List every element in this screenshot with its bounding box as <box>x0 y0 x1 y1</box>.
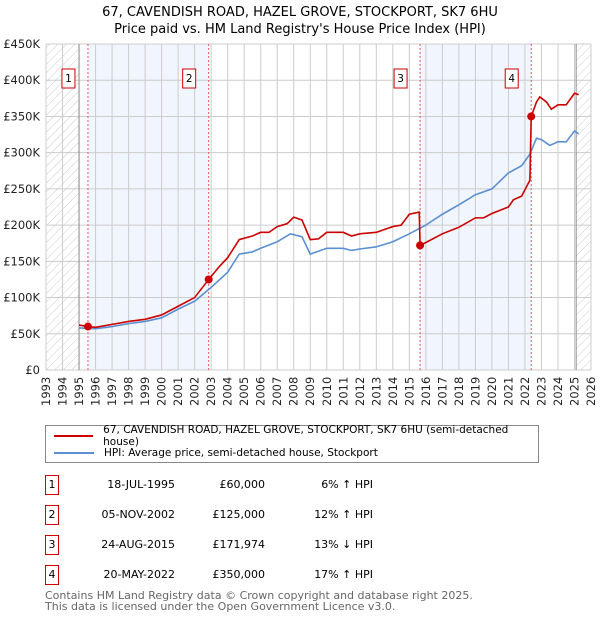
sale-label-box <box>182 68 197 89</box>
x-tick-label: 2022 <box>518 377 532 406</box>
sale-price: £171,974 <box>212 538 266 551</box>
y-tick-label: £250K <box>3 182 40 196</box>
sale-date: 18-JUL-1995 <box>107 478 175 491</box>
x-tick-label: 2014 <box>386 377 400 406</box>
sale-row: 4 20-MAY-2022 £350,000 17% ↑ HPI <box>45 565 445 585</box>
sale-number: 3 <box>45 535 59 555</box>
hpi-line <box>78 129 580 330</box>
y-tick-label: £450K <box>3 37 40 51</box>
y-tick-label: £150K <box>3 254 40 268</box>
x-tick-label: 2024 <box>551 377 565 406</box>
legend-item-property: 67, CAVENDISH ROAD, HAZEL GROVE, STOCKPO… <box>54 424 538 448</box>
x-tick-label: 2010 <box>320 377 334 406</box>
y-tick-label: £200K <box>3 218 40 232</box>
sale-price: £60,000 <box>219 478 266 491</box>
x-tick-label: 2026 <box>584 377 598 406</box>
x-tick-label: 2005 <box>237 377 251 406</box>
x-tick-label: 2012 <box>353 377 367 406</box>
sale-number: 4 <box>45 565 59 585</box>
sale-label-box <box>504 68 519 89</box>
x-tick-label: 2021 <box>501 377 515 406</box>
x-tick-label: 1994 <box>56 377 70 406</box>
sale-date: 24-AUG-2015 <box>101 538 175 551</box>
sale-price: £125,000 <box>212 508 266 521</box>
sale-row: 3 24-AUG-2015 £171,974 13% ↓ HPI <box>45 535 445 555</box>
sale-hpi: 17% ↑ HPI <box>314 568 373 581</box>
sale-number: 2 <box>45 505 59 525</box>
sale-price: £350,000 <box>212 568 266 581</box>
x-tick-label: 2002 <box>188 377 202 406</box>
x-tick-label: 2007 <box>270 377 284 406</box>
x-tick-label: 2013 <box>369 377 383 406</box>
x-tick-label: 1997 <box>105 377 119 406</box>
sale-label-box <box>393 68 408 89</box>
x-tick-label: 2023 <box>534 377 548 406</box>
y-tick-label: £50K <box>11 327 41 341</box>
x-tick-label: 1995 <box>72 377 86 406</box>
y-tick-label: £0 <box>25 363 40 377</box>
sale-hpi: 6% ↑ HPI <box>321 478 373 491</box>
y-tick-label: £300K <box>3 146 40 160</box>
x-tick-label: 2001 <box>171 377 185 406</box>
sale-row: 1 18-JUL-1995 £60,000 6% ↑ HPI <box>45 475 445 495</box>
sale-number: 1 <box>45 475 59 495</box>
subtitle: Price paid vs. HM Land Registry's House … <box>114 22 486 37</box>
sale-point <box>527 112 536 121</box>
footer-copyright: Contains HM Land Registry data © Crown c… <box>45 589 473 602</box>
sale-label: 3 <box>397 73 404 85</box>
x-tick-label: 2006 <box>254 377 268 406</box>
footer: Contains HM Land Registry data © Crown c… <box>45 590 473 612</box>
sale-label: 1 <box>65 73 72 85</box>
x-tick-label: 2003 <box>204 377 218 406</box>
x-tick-label: 2018 <box>452 377 466 406</box>
x-tick-label: 2025 <box>567 377 581 406</box>
y-tick-label: £400K <box>3 73 40 87</box>
x-tick-label: 2015 <box>402 377 416 406</box>
property-price-line <box>78 92 579 329</box>
sale-label: 4 <box>508 73 515 85</box>
sale-hpi: 13% ↓ HPI <box>314 538 373 551</box>
sale-hpi: 12% ↑ HPI <box>314 508 373 521</box>
ownership-band <box>87 44 209 370</box>
x-tick-label: 1998 <box>122 377 136 406</box>
no-data-region <box>576 44 591 370</box>
x-tick-label: 2004 <box>221 377 235 406</box>
x-tick-label: 2019 <box>468 377 482 406</box>
x-tick-label: 2016 <box>419 377 433 406</box>
x-tick-label: 2020 <box>485 377 499 406</box>
legend-item-hpi: HPI: Average price, semi-detached house,… <box>54 446 378 460</box>
x-tick-label: 1996 <box>89 377 103 406</box>
x-tick-label: 2008 <box>287 377 301 406</box>
sale-date: 05-NOV-2002 <box>101 508 175 521</box>
sale-date: 20-MAY-2022 <box>103 568 175 581</box>
sale-point <box>83 322 92 331</box>
x-tick-label: 1993 <box>39 377 53 406</box>
sale-label-box <box>61 68 76 89</box>
chart-title: 67, CAVENDISH ROAD, HAZEL GROVE, STOCKPO… <box>0 4 600 38</box>
chart: 1993 1994 1995 1996 1997 1998 1999 2000 2001 2002… <box>3 37 598 406</box>
legend-label: 67, CAVENDISH ROAD, HAZEL GROVE, STOCKPO… <box>103 424 509 448</box>
y-tick-label: £350K <box>3 109 40 123</box>
x-tick-label: 2009 <box>303 377 317 406</box>
sale-row: 2 05-NOV-2002 £125,000 12% ↑ HPI <box>45 505 445 525</box>
x-tick-label: 1999 <box>138 377 152 406</box>
footer-licence: This data is licensed under the Open Gov… <box>45 600 396 613</box>
x-tick-label: 2017 <box>435 377 449 406</box>
x-tick-label: 2000 <box>155 377 169 406</box>
title: 67, CAVENDISH ROAD, HAZEL GROVE, STOCKPO… <box>102 5 498 20</box>
sale-point <box>416 241 425 250</box>
x-tick-label: 2011 <box>336 377 350 406</box>
sale-label: 2 <box>186 73 193 85</box>
legend-label: HPI: Average price, semi-detached house,… <box>104 447 378 459</box>
legend: 67, CAVENDISH ROAD, HAZEL GROVE, STOCKPO… <box>45 424 539 463</box>
sale-point <box>204 275 213 284</box>
y-tick-label: £100K <box>3 291 40 305</box>
